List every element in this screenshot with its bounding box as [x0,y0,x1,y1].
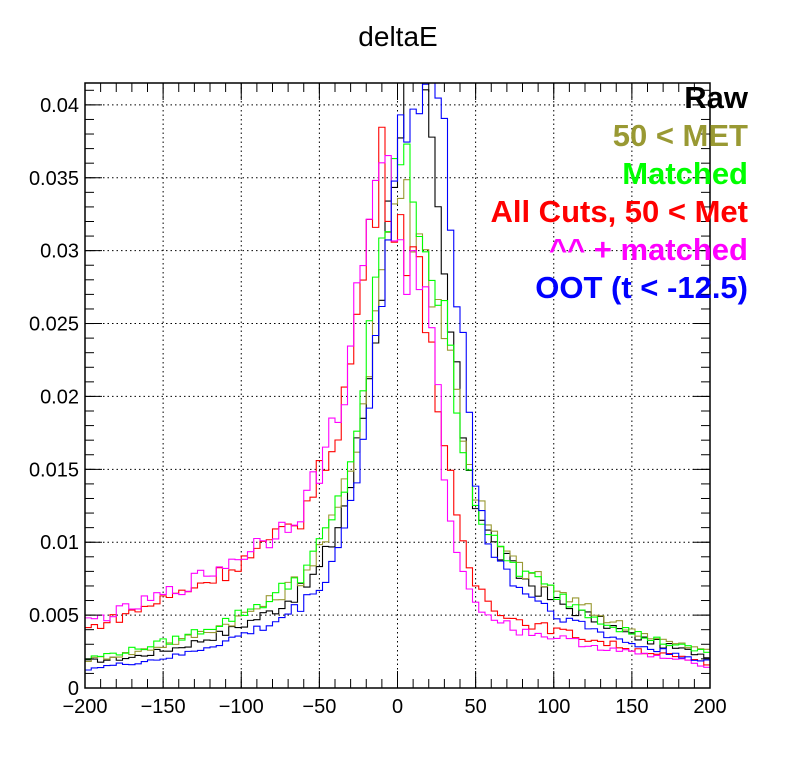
y-tick-label: 0.035 [29,168,79,190]
legend-entry-1: 50 < MET [613,118,748,153]
y-tick-label: 0.02 [40,386,79,408]
legend-entry-2: Matched [622,156,748,191]
y-tick-label: 0.005 [29,605,79,627]
x-tick-label: 0 [392,696,403,718]
legend-entry-4: ^^ + matched [549,232,748,267]
x-tick-label: 50 [465,696,487,718]
x-tick-label: −50 [302,696,336,718]
grid [85,83,710,688]
x-tick-label: 200 [693,696,726,718]
tick-labels: −200 −150 −100 −50 0 50 100 150 200 0 0.005 0.01 0.0… [29,95,727,718]
legend-entry-0: Raw [684,80,749,115]
y-tick-label: 0.04 [40,95,79,117]
series-line-5 [85,83,710,671]
y-tick-label: 0.025 [29,314,79,336]
series-line-4 [85,154,710,668]
series-line-1 [85,179,710,663]
series-layer [85,83,710,671]
y-tick-label: 0.01 [40,532,79,554]
y-tick-label: 0.03 [40,241,79,263]
legend-entry-5: OOT (t < -12.5) [535,270,748,305]
y-tick-label: 0 [68,678,79,700]
axis-ticks [84,83,711,689]
x-tick-label: −200 [62,696,107,718]
legend-entry-3: All Cuts, 50 < Met [490,194,748,229]
x-tick-label: −150 [141,696,186,718]
chart-title: deltaE [358,21,437,52]
x-tick-label: 100 [537,696,570,718]
x-tick-label: −100 [219,696,264,718]
y-tick-label: 0.015 [29,459,79,481]
x-tick-label: 150 [615,696,648,718]
